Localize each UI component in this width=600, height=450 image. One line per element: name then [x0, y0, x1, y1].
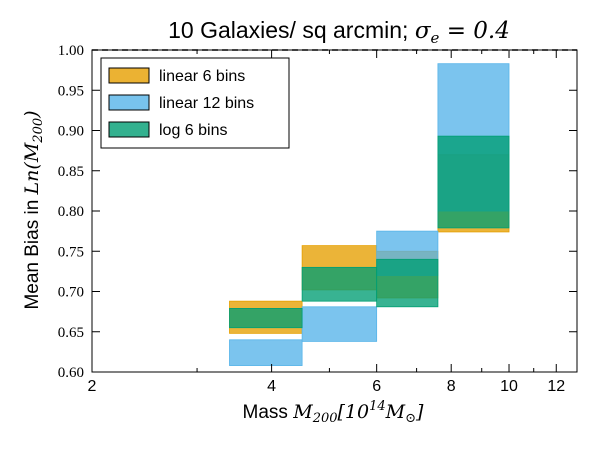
band-series-2-bin-0 — [229, 308, 303, 329]
x-tick-label-0: 2 — [88, 378, 97, 395]
y-tick-label-2: 0.70 — [58, 285, 84, 301]
y-tick-label-7: 0.95 — [58, 83, 84, 99]
x-axis-label-sup: 14 — [369, 399, 386, 414]
y-tick-label-0: 0.60 — [58, 365, 84, 381]
y-tick-label-1: 0.65 — [58, 325, 84, 341]
legend-swatch-1 — [108, 94, 150, 111]
data-bands — [229, 63, 510, 366]
x-tick-label-5: 12 — [547, 378, 565, 395]
x-tick-label-4: 10 — [500, 378, 518, 395]
y-axis-label-text: Mean Bias in — [22, 194, 43, 309]
x-axis-label-close: ] — [415, 401, 424, 423]
chart-title-math-rest: = 0.4 — [439, 18, 509, 44]
x-axis-label-rest2: M — [385, 401, 406, 423]
band-series-2-bin-1 — [301, 266, 378, 302]
y-tick-label-3: 0.75 — [58, 244, 84, 260]
y-tick-label-5: 0.85 — [58, 164, 84, 180]
legend-label-2: log 6 bins — [159, 122, 228, 139]
band-series-1-bin-1 — [301, 306, 378, 342]
x-axis-label-sub2: ⊙ — [405, 411, 416, 426]
chart-title-math-var: σ — [415, 18, 432, 44]
legend-label-0: linear 6 bins — [159, 68, 245, 85]
chart-title-text: 10 Galaxies/ sq arcmin; — [168, 17, 415, 43]
x-axis-label-sub: 200 — [312, 411, 338, 426]
x-axis-label-rest: [10 — [338, 401, 370, 423]
chart-title: 10 Galaxies/ sq arcmin; σe = 0.4 — [168, 17, 510, 47]
chart-title-math-sub: e — [431, 29, 440, 47]
axis-ticks: 2 4 6 8 10 12 0.60 0.65 0.70 0.75 0.80 0.85 0.90 0.95… — [58, 43, 577, 395]
y-axis-label-close: ) — [21, 110, 43, 118]
x-axis-label-math: M — [292, 401, 313, 423]
x-axis-label-text: Mass — [243, 402, 294, 423]
legend-label-1: linear 12 bins — [159, 95, 254, 112]
x-tick-label-3: 8 — [447, 378, 456, 395]
legend: linear 6 bins linear 12 bins log 6 bins — [100, 57, 290, 149]
y-axis-label-sub: 200 — [31, 118, 46, 144]
x-tick-label-1: 4 — [267, 378, 276, 395]
band-series-1-bin-0 — [229, 339, 303, 366]
legend-swatch-2 — [108, 121, 150, 138]
legend-swatch-0 — [108, 67, 150, 84]
y-tick-label-8: 1.00 — [58, 43, 84, 59]
y-axis-label-math: Ln(M — [21, 142, 43, 195]
y-axis-label: Mean Bias in Ln(M200) — [21, 110, 46, 309]
y-tick-label-4: 0.80 — [58, 204, 84, 220]
x-axis-label: Mass M200[1014M⊙] — [243, 399, 425, 426]
x-tick-label-2: 6 — [372, 378, 381, 395]
band-series-2-bin-2 — [376, 258, 439, 308]
y-tick-label-6: 0.90 — [58, 124, 84, 140]
band-series-2-bin-3 — [437, 135, 510, 229]
